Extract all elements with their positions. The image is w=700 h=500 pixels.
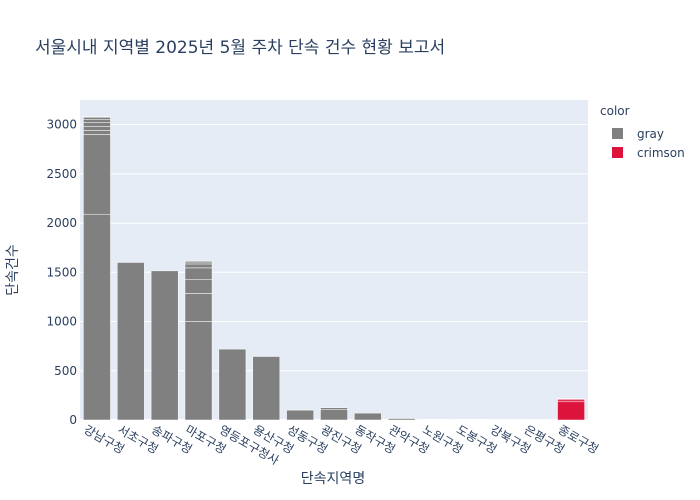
- legend-item-gray[interactable]: gray: [612, 124, 685, 143]
- bar-segment[interactable]: [320, 409, 348, 421]
- bar-segment[interactable]: [83, 134, 111, 215]
- bar-segment[interactable]: [150, 270, 179, 421]
- legend-swatch: [612, 128, 623, 139]
- bar-segment[interactable]: [421, 419, 450, 421]
- bar-segment[interactable]: [557, 401, 585, 421]
- legend-label: crimson: [637, 145, 685, 160]
- y-tick-label: 2000: [46, 216, 77, 230]
- legend-item-crimson[interactable]: crimson: [612, 143, 685, 162]
- chart-title: 서울시내 지역별 2025년 5월 주차 단속 건수 현황 보고서: [35, 38, 446, 58]
- legend: color gray crimson: [600, 104, 685, 162]
- y-tick-label: 0: [69, 413, 77, 427]
- bar-segment[interactable]: [83, 126, 111, 131]
- bar-segment[interactable]: [83, 119, 111, 123]
- y-tick-labels: 0 500 1000 1500 2000 2500 3000: [46, 118, 77, 427]
- bar-segment[interactable]: [184, 267, 213, 280]
- bar-segment[interactable]: [83, 122, 111, 127]
- bar-segment[interactable]: [83, 213, 111, 421]
- bar-segment[interactable]: [83, 116, 111, 118]
- bar-segment[interactable]: [184, 261, 213, 265]
- legend-swatch: [612, 147, 623, 158]
- bar-segment[interactable]: [320, 407, 348, 410]
- bar-segment[interactable]: [184, 293, 213, 322]
- bar-segment[interactable]: [218, 348, 247, 421]
- y-tick-label: 500: [54, 364, 77, 378]
- bar-segment[interactable]: [184, 263, 213, 269]
- bar-segment[interactable]: [354, 412, 382, 421]
- bar-segment[interactable]: [387, 418, 416, 421]
- bar-segment[interactable]: [557, 398, 585, 400]
- bar-segment[interactable]: [286, 409, 314, 421]
- legend-label: gray: [637, 126, 665, 141]
- bar-segment[interactable]: [184, 321, 213, 421]
- bar-segment[interactable]: [83, 117, 111, 120]
- legend-title: color: [600, 104, 630, 118]
- y-tick-label: 1000: [46, 315, 77, 329]
- x-axis-title: 단속지역명: [300, 471, 366, 487]
- y-tick-label: 1500: [46, 265, 77, 279]
- bar-segment[interactable]: [117, 262, 145, 421]
- bar-segment[interactable]: [523, 419, 551, 421]
- y-tick-label: 2500: [46, 167, 77, 181]
- bar-segment[interactable]: [83, 130, 111, 135]
- bar-segment[interactable]: [184, 279, 213, 294]
- bars: [83, 116, 585, 421]
- x-tick-labels: 강남구청서초구청송파구청마포구청영등포구청사용산구청성동구청광진구청동작구청관악…: [81, 422, 600, 467]
- bar-segment[interactable]: [252, 356, 281, 421]
- bar-segment[interactable]: [557, 399, 585, 403]
- bar-segment[interactable]: [455, 419, 484, 421]
- bar-segment[interactable]: [184, 260, 213, 263]
- y-tick-label: 3000: [46, 118, 77, 132]
